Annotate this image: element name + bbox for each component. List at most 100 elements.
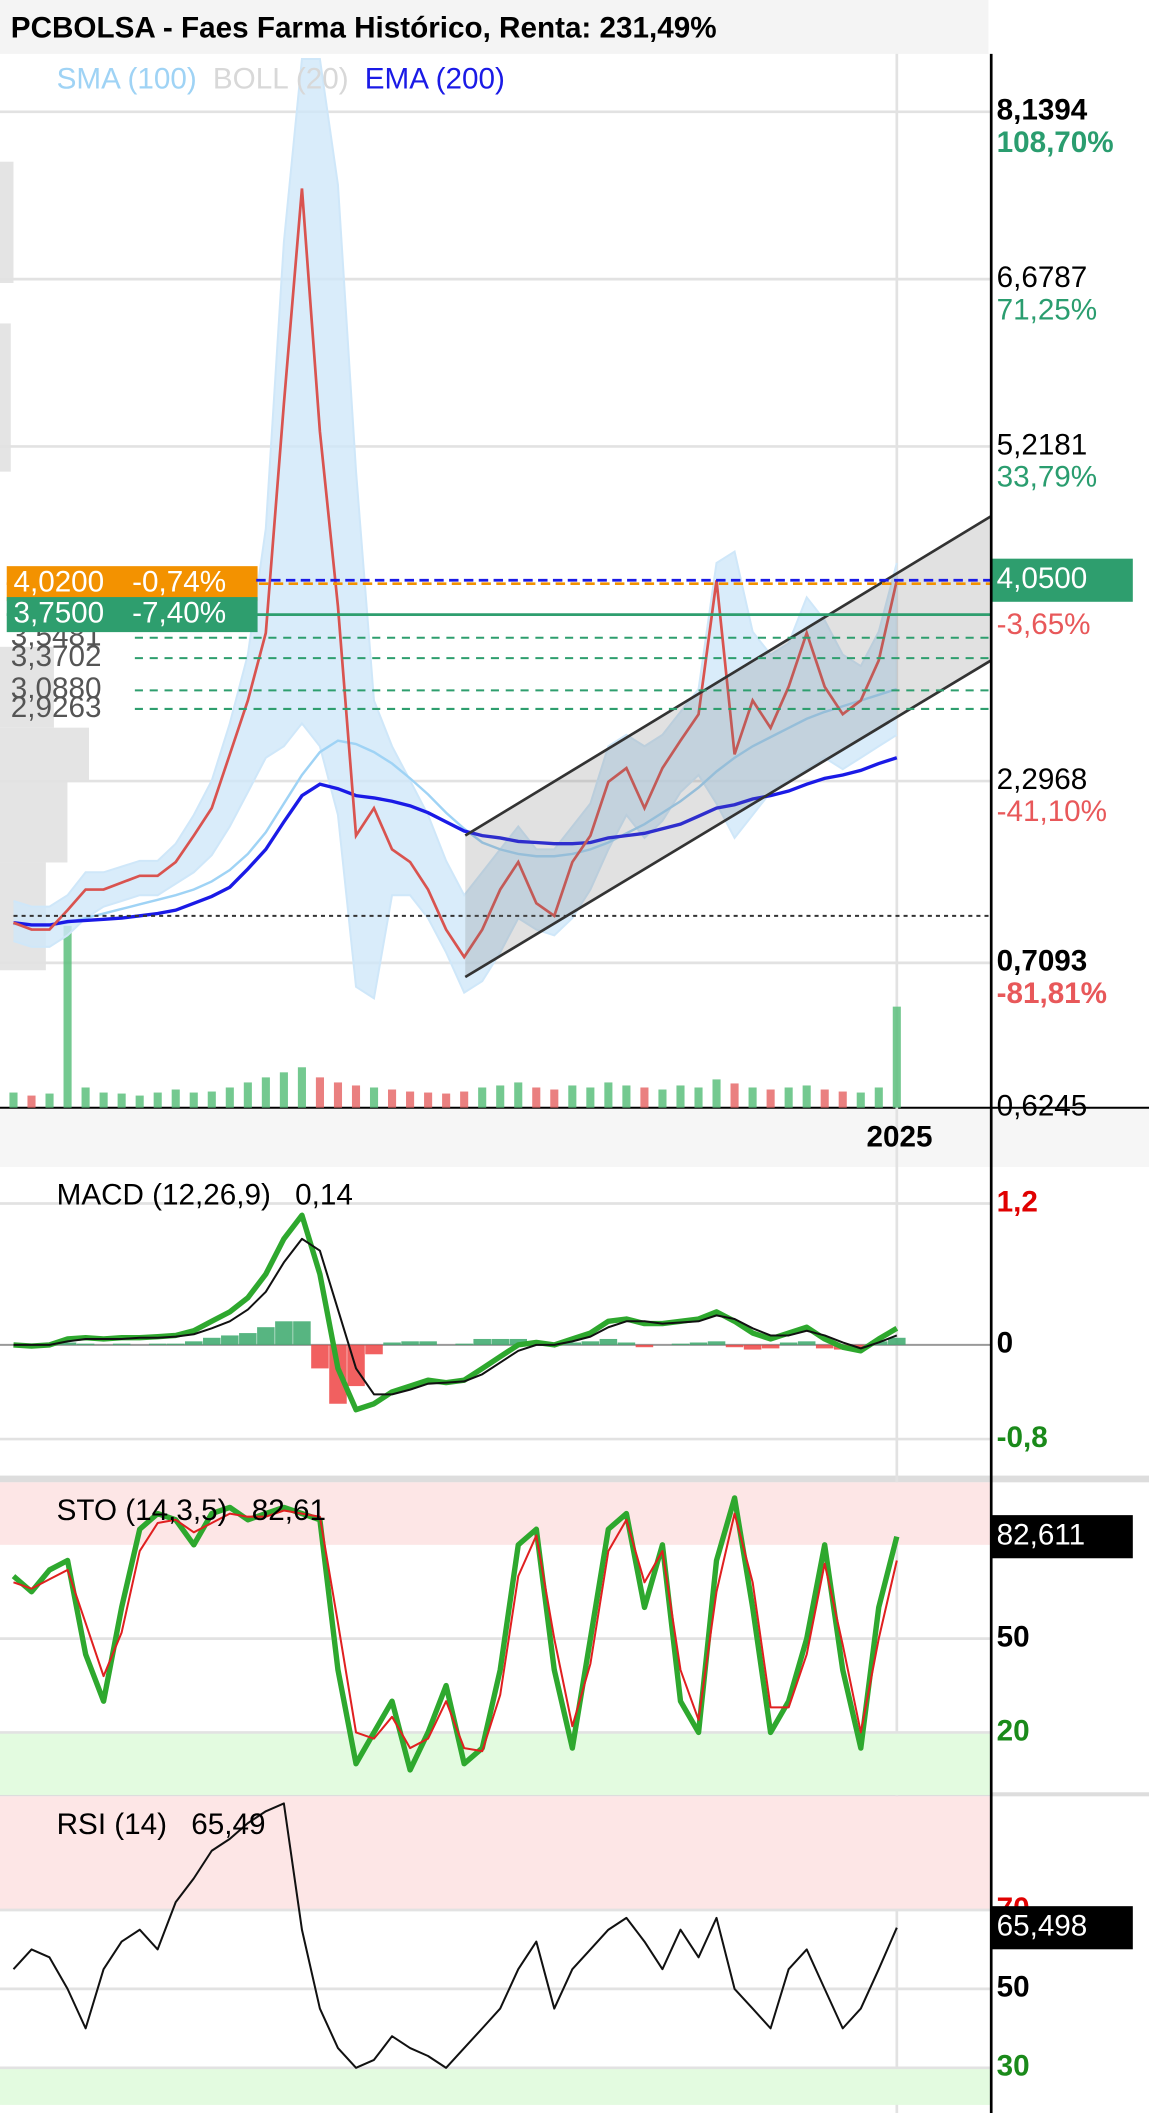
volume-bar xyxy=(297,1067,306,1108)
y-tick-label: 20 xyxy=(997,1714,1030,1747)
order-change: -0,74% xyxy=(132,566,226,599)
y-tick-percent: -41,10% xyxy=(997,795,1107,828)
last-price-tag xyxy=(991,558,1133,602)
y-tick-label: 30 xyxy=(997,2050,1030,2083)
volume-bar xyxy=(838,1091,847,1108)
profile-bar xyxy=(0,646,54,728)
histogram-bar xyxy=(166,1343,185,1345)
histogram-bar xyxy=(293,1321,311,1345)
legend-entry: SMA (100) xyxy=(57,63,197,96)
volume-bar xyxy=(460,1091,469,1108)
histogram-bar xyxy=(635,1344,654,1348)
indicator-line xyxy=(13,1509,898,1753)
histogram-bar xyxy=(76,1343,95,1345)
volume-bar xyxy=(676,1085,685,1108)
channel-fill xyxy=(465,516,992,977)
volume-bar xyxy=(171,1089,180,1108)
profile-bar xyxy=(0,727,90,782)
histogram-bar xyxy=(851,1344,870,1348)
volume-bar xyxy=(279,1072,288,1108)
volume-bar xyxy=(261,1077,270,1108)
histogram-bar xyxy=(599,1338,618,1345)
y-tick-label: -0,8 xyxy=(997,1421,1048,1454)
volume-bar xyxy=(153,1092,162,1108)
volume-bar xyxy=(712,1079,721,1108)
volume-bar xyxy=(135,1095,144,1108)
volume-bar xyxy=(730,1083,739,1108)
volume-bar xyxy=(532,1087,541,1108)
histogram-bar xyxy=(257,1327,275,1345)
histogram-bar xyxy=(239,1333,257,1345)
title-bar xyxy=(0,0,989,54)
boll-lower xyxy=(13,721,898,1000)
histogram-bar xyxy=(671,1343,690,1345)
y-tick-label: 0,7093 xyxy=(997,945,1088,978)
volume-bar xyxy=(99,1092,108,1108)
order-tag xyxy=(6,597,258,633)
volume-bar xyxy=(586,1087,595,1108)
legend-entry: EMA (200) xyxy=(365,63,505,96)
panel-title: MACD (12,26,9) xyxy=(57,1178,271,1211)
indicator-line xyxy=(13,756,898,927)
y-tick-percent: 33,79% xyxy=(997,461,1098,494)
legend-entry: BOLL (20) xyxy=(213,63,349,96)
volume-bar xyxy=(550,1089,559,1108)
volume-profile xyxy=(0,161,90,971)
histogram-bar xyxy=(743,1344,762,1350)
last-price-change: -3,65% xyxy=(997,608,1091,641)
histogram-bar xyxy=(797,1341,816,1345)
order-label: 4,0200 xyxy=(13,566,104,599)
zone xyxy=(0,2067,992,2105)
volume-axis-label: 0,6245 xyxy=(997,1090,1088,1123)
volume-bar xyxy=(424,1092,433,1108)
volume-bar xyxy=(225,1087,234,1108)
last-price-label: 4,0500 xyxy=(997,562,1088,595)
histogram-bar xyxy=(473,1338,491,1345)
histogram-bar xyxy=(365,1344,383,1355)
y-tick-label: 50 xyxy=(997,1620,1030,1653)
y-tick-label: 8,1394 xyxy=(997,94,1088,127)
volume-bar xyxy=(406,1091,415,1108)
histogram-bar xyxy=(563,1342,582,1345)
histogram-bar xyxy=(383,1342,401,1345)
channel-line xyxy=(464,514,992,837)
volume-bar xyxy=(388,1089,397,1108)
volume-bar xyxy=(63,925,72,1108)
panel-value: 0,14 xyxy=(295,1178,353,1211)
panel-separator xyxy=(0,1475,1149,1483)
value-tag-label: 82,611 xyxy=(997,1519,1086,1552)
volume-bar xyxy=(856,1092,865,1108)
histogram-bar xyxy=(491,1338,509,1345)
panel-separator xyxy=(0,1107,1149,1168)
indicator-line xyxy=(13,1237,898,1396)
volume-bar xyxy=(568,1085,577,1108)
volume-bar xyxy=(748,1087,757,1108)
y-tick-percent: 108,70% xyxy=(997,126,1114,159)
histogram-bar xyxy=(203,1337,221,1345)
order-tag xyxy=(6,566,258,602)
panel-value: 82,61 xyxy=(252,1494,326,1527)
y-tick-label: 50 xyxy=(997,1971,1030,2004)
histogram-bar xyxy=(761,1344,780,1349)
histogram-bar xyxy=(419,1341,437,1345)
y-tick-label: 0 xyxy=(997,1327,1014,1360)
y-tick-label: 5,2181 xyxy=(997,428,1088,461)
y-tick-label: 6,6787 xyxy=(997,261,1088,294)
histogram-bar xyxy=(401,1341,419,1345)
volume-bar xyxy=(640,1087,649,1108)
volume-bar xyxy=(478,1087,487,1108)
x-tick-label: 2025 xyxy=(867,1121,933,1154)
histogram-bar xyxy=(455,1343,473,1345)
volume-bar xyxy=(315,1077,324,1108)
volume-bar xyxy=(820,1089,829,1108)
volume-bar xyxy=(496,1085,505,1108)
volume-bar xyxy=(369,1087,379,1108)
histogram-bar xyxy=(707,1341,726,1345)
y-tick-label: 2,2968 xyxy=(997,763,1088,796)
panel-value: 65,49 xyxy=(191,1808,265,1841)
zone xyxy=(0,1796,992,1910)
volume-bar xyxy=(658,1089,667,1108)
